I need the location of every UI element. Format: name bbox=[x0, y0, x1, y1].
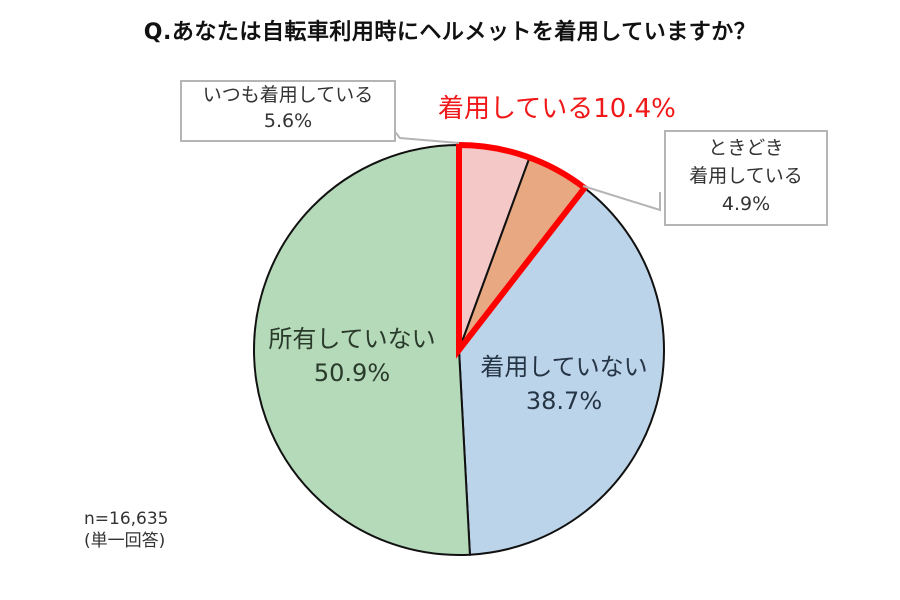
slice-label-not-owning-text: 所有していない bbox=[268, 325, 436, 353]
highlight-outline bbox=[456, 141, 589, 359]
callout-leader-sometimes bbox=[582, 185, 661, 212]
answer-type: (単一回答) bbox=[84, 531, 166, 551]
pie-slice-not-wearing bbox=[457, 186, 665, 556]
slice-label-not-wearing-value: 38.7% bbox=[525, 387, 603, 415]
callout-always: いつも着用している 5.6% bbox=[180, 80, 396, 142]
slice-label-not-owning-value: 50.9% bbox=[313, 359, 391, 387]
chart-title: Q.あなたは自転車利用時にヘルメットを着用していますか？ bbox=[143, 20, 757, 45]
callout-sometimes-value: 4.9% bbox=[721, 193, 771, 215]
callout-leader-always bbox=[391, 127, 460, 144]
sample-note: n=16,635 (単一回答) bbox=[84, 508, 169, 552]
callout-always-value: 5.6% bbox=[263, 110, 313, 132]
slice-label-not-wearing: 着用していない 38.7% bbox=[464, 350, 664, 418]
callout-sometimes-label-2: 着用している bbox=[689, 165, 803, 187]
pie-slice-not-owning bbox=[252, 143, 471, 556]
slice-label-not-wearing-text: 着用していない bbox=[480, 353, 648, 381]
callout-always-label: いつも着用している bbox=[202, 84, 374, 106]
callout-sometimes-label-1: ときどき bbox=[708, 137, 784, 159]
callout-sometimes: ときどき 着用している 4.9% bbox=[664, 130, 828, 226]
sample-size: n=16,635 bbox=[84, 509, 169, 529]
slice-label-not-owning: 所有していない 50.9% bbox=[252, 322, 452, 390]
highlight-label: 着用している10.4% bbox=[438, 94, 676, 124]
